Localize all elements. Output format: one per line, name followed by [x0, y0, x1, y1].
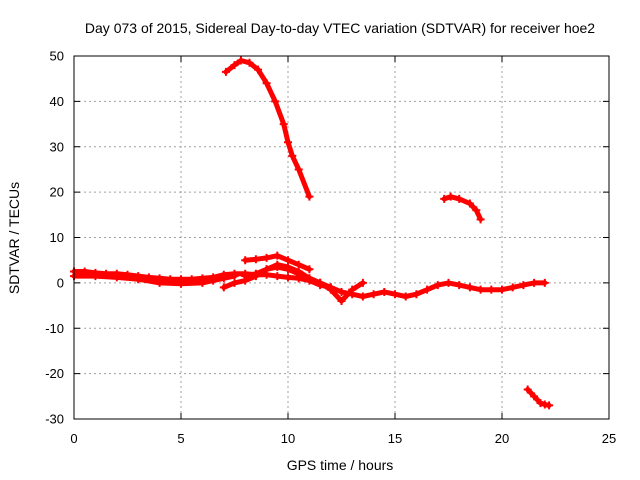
data-point-main-band: [358, 292, 367, 301]
data-point-peak-8h: [271, 97, 280, 106]
data-point-dip-12h: [305, 274, 314, 283]
y-tick-label: 0: [57, 275, 64, 290]
data-point-main-band: [401, 292, 410, 301]
data-point-dip-12h: [326, 285, 335, 294]
y-tick-label: 40: [50, 94, 64, 109]
y-tick-label: 30: [50, 139, 64, 154]
y-tick-label: 50: [50, 49, 64, 64]
y-tick-label: 10: [50, 230, 64, 245]
data-point-rise-10h: [284, 265, 292, 274]
data-point-arc-18h: [440, 194, 449, 203]
data-point-peak-8h: [262, 79, 271, 88]
data-point-low-band: [155, 278, 164, 287]
data-point-low-band: [230, 272, 239, 281]
data-point-dip-12h: [337, 297, 346, 306]
y-tick-label: -30: [45, 412, 64, 427]
chart-title: Day 073 of 2015, Sidereal Day-to-day VTE…: [85, 20, 595, 36]
data-point-dip-12h: [358, 278, 367, 287]
data-point-arc-bump: [262, 253, 271, 262]
data-point-main-band: [433, 281, 442, 290]
data-point-main-band: [284, 273, 292, 282]
data-point-arc-bump: [241, 256, 250, 265]
data-point-dip-12h: [348, 285, 357, 294]
ticks: 0 5 10 15 20 25 -30 -20 -10 0 10 20 30 40 50: [45, 49, 616, 447]
data-point-main-band: [508, 283, 517, 292]
y-tick-label: -20: [45, 366, 64, 381]
data-point-main-band: [444, 278, 453, 287]
data-point-rise-10h: [251, 272, 260, 281]
data-point-rise-10h: [273, 262, 282, 271]
data-point-rise-10h: [230, 278, 239, 287]
data-point-main-band: [519, 281, 528, 290]
x-tick-label: 10: [281, 431, 295, 446]
series-group: [70, 56, 554, 410]
data-point-main-band: [380, 287, 389, 296]
data-point-main-band: [423, 285, 432, 294]
data-point-main-band: [487, 285, 496, 294]
data-point-main-band: [391, 290, 399, 299]
data-point-arc-18h: [465, 199, 474, 208]
data-point-rise-10h: [262, 265, 271, 274]
data-point-main-band: [455, 281, 464, 290]
data-point-peak-8h: [305, 192, 314, 201]
data-point-main-band: [530, 278, 539, 287]
x-axis-label: GPS time / hours: [287, 457, 394, 473]
data-point-tail-21h: [523, 385, 532, 394]
data-point-tail-21h: [545, 401, 554, 410]
data-point-arc-18h: [446, 192, 455, 201]
data-point-low-band: [112, 273, 121, 282]
data-point-main-band: [465, 283, 474, 292]
series-line-low-band: [71, 273, 237, 287]
y-tick-label: 20: [50, 185, 64, 200]
data-point-arc-18h: [455, 194, 464, 203]
data-point-tail-21h: [530, 392, 539, 401]
y-axis-label: SDTVAR / TECUs: [6, 182, 22, 294]
data-point-peak-8h: [230, 61, 239, 70]
data-point-arc-bump: [294, 260, 303, 269]
data-point-arc-18h: [472, 206, 481, 215]
data-point-rise-10h: [219, 283, 228, 292]
data-point-low-band: [209, 276, 218, 285]
data-point-arc-bump: [305, 265, 314, 274]
data-point-low-band: [219, 274, 228, 283]
x-tick-label: 25: [602, 431, 616, 446]
data-point-low-band: [134, 275, 143, 284]
data-point-peak-8h: [221, 67, 230, 76]
data-point-peak-8h: [279, 120, 288, 129]
x-tick-label: 15: [388, 431, 402, 446]
data-point-peak-8h: [236, 56, 245, 65]
x-tick-label: 20: [495, 431, 509, 446]
data-point-main-band: [476, 285, 485, 294]
data-point-peak-8h: [288, 151, 297, 160]
data-point-main-band: [412, 290, 421, 299]
x-tick-label: 5: [177, 431, 184, 446]
data-point-arc-bump: [284, 256, 292, 265]
data-point-arc-bump: [273, 251, 282, 260]
grid: [74, 56, 609, 419]
data-point-main-band: [540, 278, 549, 287]
data-point-main-band: [369, 290, 378, 299]
data-point-arc-18h: [476, 215, 485, 224]
y-tick-label: -10: [45, 321, 64, 336]
data-point-low-band: [177, 279, 185, 288]
data-point-low-band: [198, 278, 207, 287]
data-point-peak-8h: [254, 65, 263, 74]
data-point-main-band: [273, 272, 282, 281]
data-point-rise-10h: [241, 276, 250, 285]
x-tick-label: 0: [70, 431, 77, 446]
data-point-low-band: [91, 272, 100, 281]
data-point-dip-12h: [294, 269, 303, 278]
data-point-peak-8h: [294, 165, 303, 174]
data-point-peak-8h: [284, 138, 292, 147]
data-point-main-band: [498, 285, 506, 294]
data-point-dip-12h: [316, 278, 325, 287]
data-point-tail-21h: [536, 399, 545, 408]
data-point-peak-8h: [245, 58, 254, 67]
data-point-arc-bump: [251, 255, 260, 264]
data-point-main-band: [337, 287, 346, 296]
